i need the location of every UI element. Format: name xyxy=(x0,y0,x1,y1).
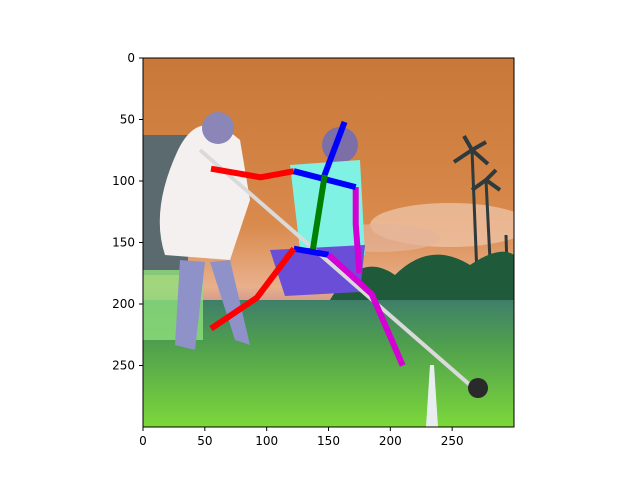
x-tick-label: 50 xyxy=(197,434,212,448)
x-tick-label: 250 xyxy=(441,434,464,448)
x-tick-label: 200 xyxy=(379,434,402,448)
y-tick-label: 150 xyxy=(112,236,135,250)
y-tick-label: 250 xyxy=(112,359,135,373)
x-tick-label: 150 xyxy=(317,434,340,448)
y-axis: 0 50 100 150 200 250 xyxy=(112,51,143,373)
skeleton-right-leg xyxy=(209,246,297,332)
x-tick-label: 0 xyxy=(139,434,147,448)
y-tick-label: 50 xyxy=(120,113,135,127)
skeleton-head-neck xyxy=(319,120,348,183)
photo-image xyxy=(143,58,514,427)
x-axis: 0 50 100 150 200 250 xyxy=(139,427,464,448)
y-tick-label: 200 xyxy=(112,297,135,311)
skeleton-torso xyxy=(309,174,328,253)
pose-skeleton xyxy=(209,120,406,367)
skeleton-left-leg xyxy=(326,252,406,367)
skeleton-right-arm xyxy=(210,165,295,181)
y-tick-label: 100 xyxy=(112,174,135,188)
skeleton-left-arm xyxy=(352,187,363,274)
skeleton-hips xyxy=(293,245,330,258)
x-tick-label: 100 xyxy=(255,434,278,448)
y-tick-label: 0 xyxy=(127,51,135,65)
